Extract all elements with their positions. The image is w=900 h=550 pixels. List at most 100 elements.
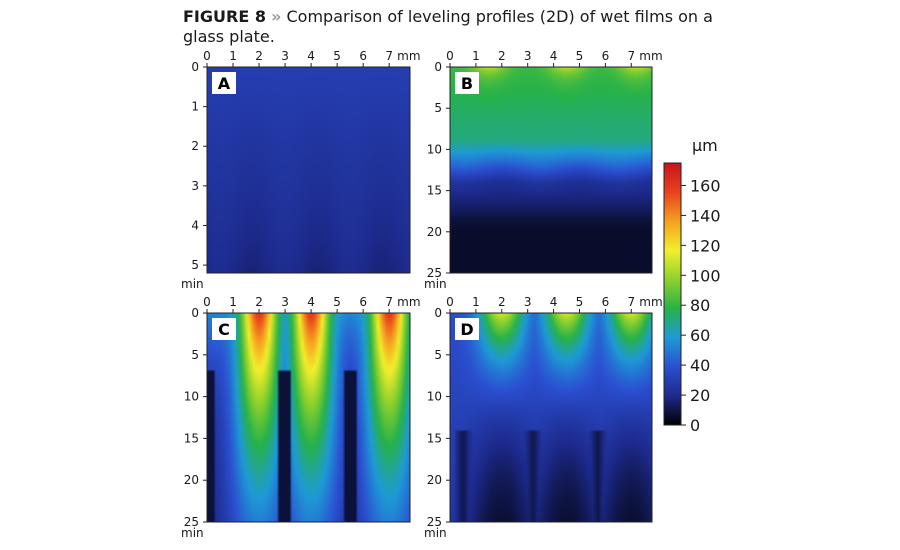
x-tick-label: 2 [498,295,506,309]
heatmap-d [450,313,652,522]
plot-frame [449,312,653,523]
x-tick-label: 2 [255,295,263,309]
colorbar-tick-label: 100 [690,266,721,285]
heatmap-a [207,67,410,273]
heatmap-b [450,67,652,273]
heatmap-c [207,313,410,522]
x-tick-label: 0 [203,49,211,63]
y-tick-label: 20 [427,473,442,487]
colorbar-tick-label: 80 [690,296,710,315]
y-tick-label: 10 [184,390,199,404]
plot-frame [206,66,411,274]
x-tick-label: 7 [627,49,635,63]
figure-caption: FIGURE 8 » Comparison of leveling profil… [183,7,743,47]
panel-letter-box [212,72,236,94]
panel-letter-box [455,318,479,340]
y-tick-label: 0 [434,60,442,74]
x-tick-label: 3 [281,295,289,309]
y-unit-label: min [424,526,447,540]
y-tick-label: 20 [427,225,442,239]
caption-separator: » [271,7,282,26]
panel-letter: A [218,74,231,93]
x-tick-label: 6 [359,295,367,309]
y-tick-label: 4 [191,218,199,232]
x-tick-label: 6 [359,49,367,63]
y-unit-label: min [181,277,204,291]
colorbar-tick-label: 120 [690,236,721,255]
y-unit-label: min [424,277,447,291]
y-tick-label: 15 [427,431,442,445]
x-tick-label: 3 [524,49,532,63]
colorbar-tick-label: 20 [690,386,710,405]
caption-text: Comparison of leveling profiles (2D) of … [183,7,713,46]
plot-frame [449,66,653,274]
x-tick-label: 4 [550,295,558,309]
panel-letter-box [212,318,236,340]
y-tick-label: 3 [191,179,199,193]
x-tick-label: 0 [203,295,211,309]
colorbar: 0 20 40 60 80 100 120 140 160 µm [663,136,721,435]
x-tick-label: 4 [307,49,315,63]
x-tick-label: 1 [229,49,237,63]
y-tick-label: 15 [184,431,199,445]
x-unit-label: mm [639,49,662,63]
y-tick-label: 0 [434,306,442,320]
panel-letter-box [455,72,479,94]
y-tick-label: 10 [427,142,442,156]
x-tick-label: 2 [255,49,263,63]
y-tick-label: 1 [191,100,199,114]
y-tick-label: 5 [191,348,199,362]
x-tick-label: 7 [385,295,393,309]
y-tick-label: 5 [434,348,442,362]
colorbar-unit-label: µm [692,136,718,155]
x-tick-label: 0 [446,295,454,309]
y-tick-label: 10 [427,390,442,404]
y-tick-label: 0 [191,306,199,320]
y-tick-label: 25 [427,515,442,529]
y-tick-label: 0 [191,60,199,74]
x-unit-label: mm [397,49,420,63]
colorbar-tick-label: 0 [690,416,700,435]
x-tick-label: 7 [627,295,635,309]
x-tick-label: 1 [229,295,237,309]
panel-letter: D [460,320,473,339]
colorbar-tick-label: 140 [690,206,721,225]
y-tick-label: 25 [184,515,199,529]
plot-frame [206,312,411,523]
y-tick-label: 5 [191,258,199,272]
x-tick-label: 1 [472,49,480,63]
x-tick-label: 6 [602,49,610,63]
y-tick-label: 2 [191,139,199,153]
x-tick-label: 6 [602,295,610,309]
x-tick-label: 5 [333,295,341,309]
x-tick-label: 5 [333,49,341,63]
x-tick-label: 3 [524,295,532,309]
colorbar-tick-label: 160 [690,176,721,195]
y-unit-label: min [181,526,204,540]
figure-label: FIGURE 8 [183,7,266,26]
x-tick-label: 0 [446,49,454,63]
x-tick-label: 3 [281,49,289,63]
x-tick-label: 1 [472,295,480,309]
panel-letter: B [461,74,473,93]
y-tick-label: 5 [434,101,442,115]
x-tick-label: 5 [576,295,584,309]
x-tick-label: 4 [550,49,558,63]
y-tick-label: 15 [427,184,442,198]
colorbar-tick-label: 40 [690,356,710,375]
x-unit-label: mm [639,295,662,309]
y-tick-label: 25 [427,266,442,280]
panel-letter: C [218,320,230,339]
x-tick-label: 5 [576,49,584,63]
x-tick-label: 4 [307,295,315,309]
x-tick-label: 7 [385,49,393,63]
colorbar-tick-label: 60 [690,326,710,345]
panel-a: 0 1 2 3 4 5 6 7 mm 0 1 2 3 4 5 min A [181,49,421,291]
x-unit-label: mm [397,295,420,309]
colorbar-gradient [663,162,682,426]
x-tick-label: 2 [498,49,506,63]
